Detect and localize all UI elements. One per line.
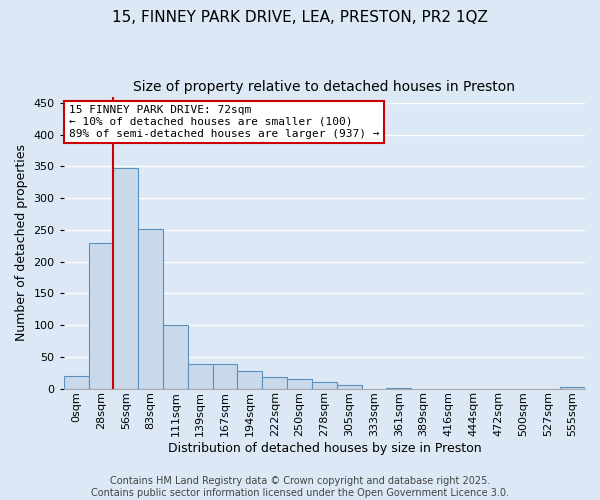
Bar — [113, 168, 138, 388]
Text: Contains HM Land Registry data © Crown copyright and database right 2025.
Contai: Contains HM Land Registry data © Crown c… — [91, 476, 509, 498]
Bar — [212, 364, 238, 388]
Bar — [89, 242, 113, 388]
Y-axis label: Number of detached properties: Number of detached properties — [15, 144, 28, 341]
Bar — [188, 364, 212, 388]
X-axis label: Distribution of detached houses by size in Preston: Distribution of detached houses by size … — [167, 442, 481, 455]
Bar — [312, 382, 337, 388]
Bar — [163, 325, 188, 388]
Title: Size of property relative to detached houses in Preston: Size of property relative to detached ho… — [133, 80, 515, 94]
Bar — [337, 386, 362, 388]
Text: 15, FINNEY PARK DRIVE, LEA, PRESTON, PR2 1QZ: 15, FINNEY PARK DRIVE, LEA, PRESTON, PR2… — [112, 10, 488, 25]
Bar — [138, 228, 163, 388]
Bar — [287, 379, 312, 388]
Bar — [64, 376, 89, 388]
Text: 15 FINNEY PARK DRIVE: 72sqm
← 10% of detached houses are smaller (100)
89% of se: 15 FINNEY PARK DRIVE: 72sqm ← 10% of det… — [69, 106, 379, 138]
Bar — [238, 371, 262, 388]
Bar — [262, 377, 287, 388]
